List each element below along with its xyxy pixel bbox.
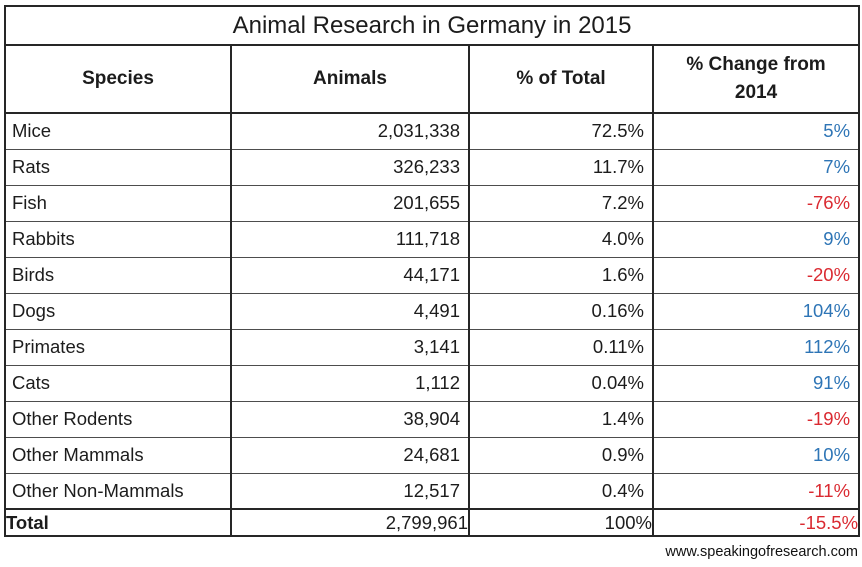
- cell-species: Mice: [5, 113, 231, 150]
- cell-pct-change: 104%: [651, 293, 860, 330]
- cell-species: Other Non-Mammals: [5, 473, 231, 510]
- cell-animals: 201,655: [230, 185, 469, 222]
- cell-pct-change: -76%: [651, 185, 860, 222]
- table-row: Primates 3,141 0.11% 112%: [5, 329, 860, 366]
- total-animals-cell: 2,799,961: [230, 508, 469, 536]
- cell-species: Cats: [5, 365, 231, 402]
- cell-pct-change: 91%: [651, 365, 860, 402]
- cell-animals: 44,171: [230, 257, 469, 294]
- cell-species: Fish: [5, 185, 231, 222]
- column-header-pct-change: % Change from 2014: [651, 45, 860, 114]
- cell-pct-total: 0.04%: [468, 365, 653, 402]
- cell-animals: 111,718: [230, 221, 469, 258]
- cell-pct-total: 0.16%: [468, 293, 653, 330]
- table-row: Rabbits 111,718 4.0% 9%: [5, 221, 860, 258]
- table-row: Birds 44,171 1.6% -20%: [5, 257, 860, 294]
- cell-species: Birds: [5, 257, 231, 294]
- column-header-animals: Animals: [230, 45, 469, 114]
- table-row: Fish 201,655 7.2% -76%: [5, 185, 860, 222]
- cell-animals: 3,141: [230, 329, 469, 366]
- table-row: Other Rodents 38,904 1.4% -19%: [5, 401, 860, 438]
- table-title: Animal Research in Germany in 2015: [5, 6, 860, 46]
- cell-species: Other Mammals: [5, 437, 231, 474]
- cell-animals: 38,904: [230, 401, 469, 438]
- cell-pct-total: 0.4%: [468, 473, 653, 510]
- website-credit: www.speakingofresearch.com: [665, 544, 858, 560]
- table-row: Dogs 4,491 0.16% 104%: [5, 293, 860, 330]
- table-row: Cats 1,112 0.04% 91%: [5, 365, 860, 402]
- cell-pct-total: 72.5%: [468, 113, 653, 150]
- cell-pct-total: 1.4%: [468, 401, 653, 438]
- table-row: Other Mammals 24,681 0.9% 10%: [5, 437, 860, 474]
- table-row: Mice 2,031,338 72.5% 5%: [5, 113, 860, 150]
- cell-pct-total: 7.2%: [468, 185, 653, 222]
- column-header-species: Species: [5, 45, 231, 114]
- cell-pct-total: 0.11%: [468, 329, 653, 366]
- cell-species: Rabbits: [5, 221, 231, 258]
- cell-species: Dogs: [5, 293, 231, 330]
- cell-pct-change: -19%: [651, 401, 860, 438]
- cell-pct-total: 4.0%: [468, 221, 653, 258]
- table-row: Other Non-Mammals 12,517 0.4% -11%: [5, 473, 860, 510]
- column-header-pct-total: % of Total: [468, 45, 653, 114]
- table-title-row: Animal Research in Germany in 2015: [5, 6, 860, 46]
- cell-pct-total: 0.9%: [468, 437, 653, 474]
- cell-pct-change: 5%: [651, 113, 860, 150]
- cell-pct-total: 11.7%: [468, 149, 653, 186]
- cell-animals: 326,233: [230, 149, 469, 186]
- cell-animals: 12,517: [230, 473, 469, 510]
- cell-pct-change: 112%: [651, 329, 860, 366]
- cell-animals: 2,031,338: [230, 113, 469, 150]
- cell-animals: 4,491: [230, 293, 469, 330]
- cell-species: Other Rodents: [5, 401, 231, 438]
- cell-species: Primates: [5, 329, 231, 366]
- cell-pct-change: 7%: [651, 149, 860, 186]
- cell-pct-change: 10%: [651, 437, 860, 474]
- total-row: Total 2,799,961 100% -15.5%: [5, 508, 860, 536]
- table-row: Rats 326,233 11.7% 7%: [5, 149, 860, 186]
- cell-pct-change: -20%: [651, 257, 860, 294]
- cell-pct-change: 9%: [651, 221, 860, 258]
- total-pct-cell: 100%: [468, 508, 653, 536]
- cell-pct-change: -11%: [651, 473, 860, 510]
- table-header-row: Species Animals % of Total % Change from…: [5, 45, 860, 114]
- cell-animals: 1,112: [230, 365, 469, 402]
- cell-animals: 24,681: [230, 437, 469, 474]
- total-change-cell: -15.5%: [651, 508, 860, 536]
- cell-pct-total: 1.6%: [468, 257, 653, 294]
- table-body: Mice 2,031,338 72.5% 5% Rats 326,233 11.7% 7% Fi…: [5, 113, 860, 510]
- cell-species: Rats: [5, 149, 231, 186]
- animal-research-table: Animal Research in Germany in 2015 Speci…: [4, 5, 861, 537]
- total-label-cell: Total: [5, 508, 231, 536]
